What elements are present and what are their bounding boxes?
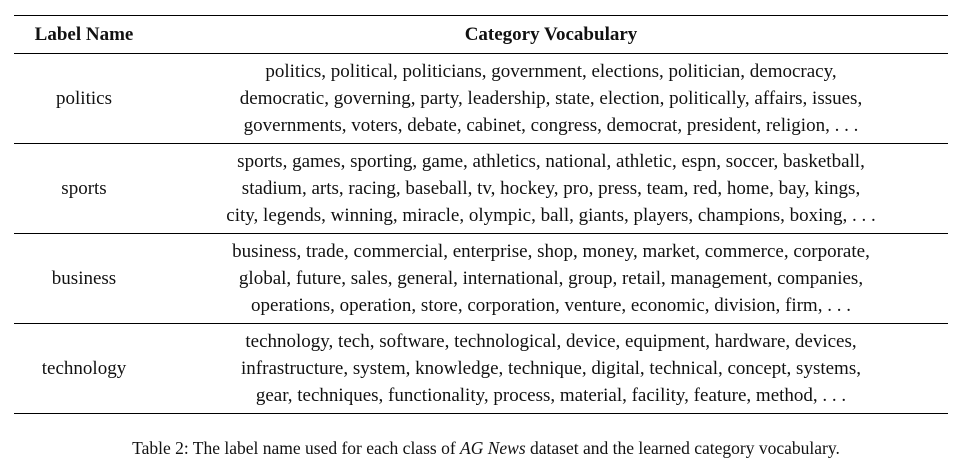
vocab-line: politics, political, politicians, govern… [265, 61, 837, 82]
vocab-line: sports, games, sporting, game, athletics… [237, 151, 865, 172]
table-row-technology: technology technology, tech, software, t… [14, 323, 948, 414]
vocab-line: city, legends, winning, miracle, olympic… [226, 205, 876, 226]
caption-suffix: dataset and the learned category vocabul… [525, 438, 840, 458]
vocab-line: infrastructure, system, knowledge, techn… [241, 358, 861, 379]
vocab-line: democratic, governing, party, leadership… [239, 88, 863, 109]
table-caption: Table 2: The label name used for each cl… [0, 438, 972, 459]
row-label: business [14, 233, 154, 324]
vocab-line: technology, tech, software, technologica… [245, 331, 857, 352]
table-row-sports: sports sports, games, sporting, game, at… [14, 143, 948, 234]
header-category-vocabulary: Category Vocabulary [154, 15, 948, 54]
vocab-line: operations, operation, store, corporatio… [251, 295, 851, 316]
caption-dataset-name: AG News [460, 438, 526, 458]
row-vocabulary: business, trade, commercial, enterprise,… [154, 233, 948, 324]
table-row-business: business business, trade, commercial, en… [14, 233, 948, 324]
row-label: politics [56, 87, 112, 109]
row-label: technology [14, 323, 154, 414]
table-row-politics: politics politics, political, politician… [14, 54, 948, 144]
vocab-line: governments, voters, debate, cabinet, co… [243, 115, 859, 136]
vocab-line: global, future, sales, general, internat… [238, 268, 864, 289]
row-vocabulary: technology, tech, software, technologica… [154, 323, 948, 414]
vocabulary-table: Label Name Category Vocabulary politics … [14, 15, 948, 414]
header-label-name: Label Name [14, 15, 154, 54]
row-vocabulary: sports, games, sporting, game, athletics… [154, 143, 948, 234]
table-header-row: Label Name Category Vocabulary [14, 15, 948, 54]
vocabulary-table-container: Label Name Category Vocabulary politics … [14, 15, 948, 414]
vocab-line: gear, techniques, functionality, process… [255, 385, 847, 406]
row-label: sports [14, 143, 154, 234]
vocab-line: stadium, arts, racing, baseball, tv, hoc… [241, 178, 861, 199]
vocab-line: business, trade, commercial, enterprise,… [232, 241, 870, 262]
caption-prefix: Table 2: The label name used for each cl… [132, 438, 461, 458]
row-vocabulary: politics, political, politicians, govern… [154, 54, 948, 144]
